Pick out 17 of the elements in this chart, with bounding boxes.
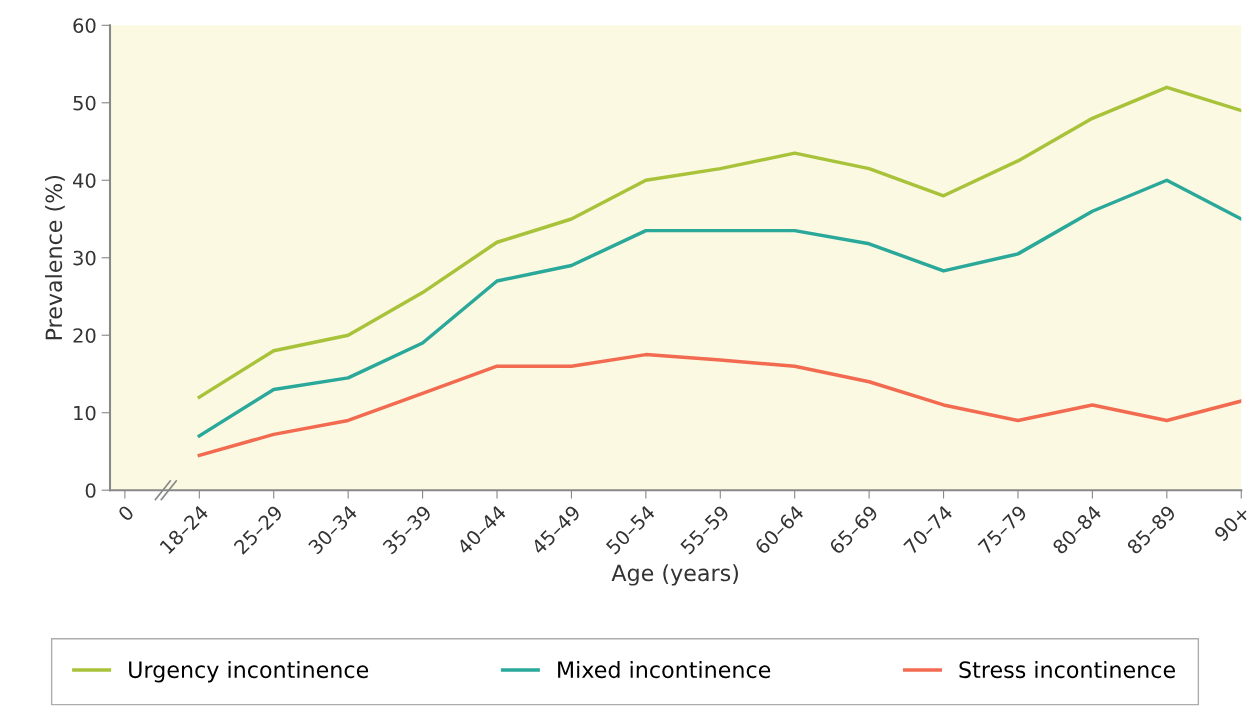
legend-label: Mixed incontinence bbox=[558, 660, 771, 679]
y-tick-label: 10 bbox=[74, 405, 96, 421]
legend-label: Urgency incontinence bbox=[129, 660, 369, 683]
x-tick-label: 90+ bbox=[1213, 505, 1250, 543]
y-tick-label: 50 bbox=[73, 95, 96, 111]
line-series bbox=[197, 85, 1242, 399]
x-axis-title: Age (years) bbox=[611, 564, 738, 586]
x-tick-label: 0 bbox=[117, 504, 135, 522]
y-tick-label: 0 bbox=[85, 483, 96, 498]
legend-label: Stress incontinence bbox=[959, 660, 1175, 679]
y-axis-title: Prevalence (%) bbox=[45, 175, 65, 340]
y-tick-label: 20 bbox=[73, 328, 96, 343]
line-series bbox=[197, 352, 1242, 458]
y-tick-label: 40 bbox=[73, 173, 96, 188]
line-series bbox=[197, 178, 1242, 438]
y-tick-label: 60 bbox=[73, 18, 96, 33]
y-tick-label: 30 bbox=[73, 250, 96, 266]
